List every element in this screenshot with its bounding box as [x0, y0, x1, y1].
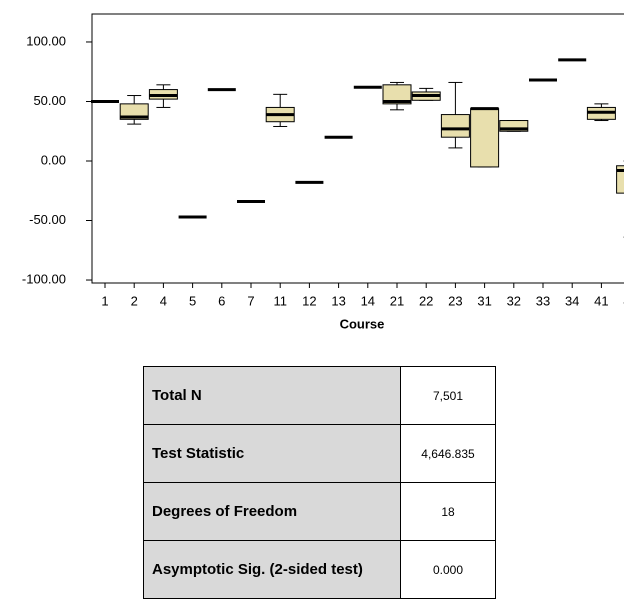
x-tick-label: 34: [565, 293, 579, 308]
x-tick-label: 22: [419, 293, 433, 308]
x-tick-label: 31: [477, 293, 491, 308]
x-tick-label: 2: [131, 293, 138, 308]
table-row: Asymptotic Sig. (2-sided test) 0.000: [143, 540, 496, 599]
x-tick-label: 6: [218, 293, 225, 308]
box: [499, 120, 529, 132]
x-tick-label: 4: [160, 293, 167, 308]
row-label: Asymptotic Sig. (2-sided test): [143, 540, 401, 599]
stats-table: Total N 7,501 Test Statistic 4,646.835 Deg…: [143, 366, 496, 599]
row-label: Test Statistic: [143, 424, 401, 483]
x-tick-label: 23: [448, 293, 462, 308]
row-value: 7,501: [400, 366, 496, 425]
row-value: 18: [400, 482, 496, 541]
plot-frame: [91, 13, 624, 284]
x-tick-label: 33: [536, 293, 550, 308]
x-tick-label: 11: [273, 293, 287, 308]
table-row: Total N 7,501: [143, 366, 496, 425]
row-label: Degrees of Freedom: [143, 482, 401, 541]
x-tick-label: 1: [101, 293, 108, 308]
x-tick-label: 14: [361, 293, 375, 308]
x-tick-label: 41: [594, 293, 608, 308]
box: [616, 165, 624, 194]
y-tick-label: -50.00: [29, 212, 66, 227]
box: [440, 114, 470, 138]
y-tick-label: -100.00: [22, 271, 66, 286]
y-tick-label: 50.00: [33, 93, 66, 108]
row-label: Total N: [143, 366, 401, 425]
x-tick-label: 5: [189, 293, 196, 308]
x-tick-label: 32: [507, 293, 521, 308]
table-row: Test Statistic 4,646.835: [143, 424, 496, 483]
box: [382, 84, 412, 105]
y-tick-label: 100.00: [26, 33, 66, 48]
box: [470, 108, 500, 168]
y-tick-label: 0.00: [41, 152, 66, 167]
x-tick-label: 21: [390, 293, 404, 308]
x-axis-label: Course: [340, 316, 385, 331]
row-value: 4,646.835: [400, 424, 496, 483]
x-tick-label: 7: [247, 293, 254, 308]
x-tick-label: 12: [302, 293, 316, 308]
row-value: 0.000: [400, 540, 496, 599]
x-tick-label: 13: [331, 293, 345, 308]
table-row: Degrees of Freedom 18: [143, 482, 496, 541]
